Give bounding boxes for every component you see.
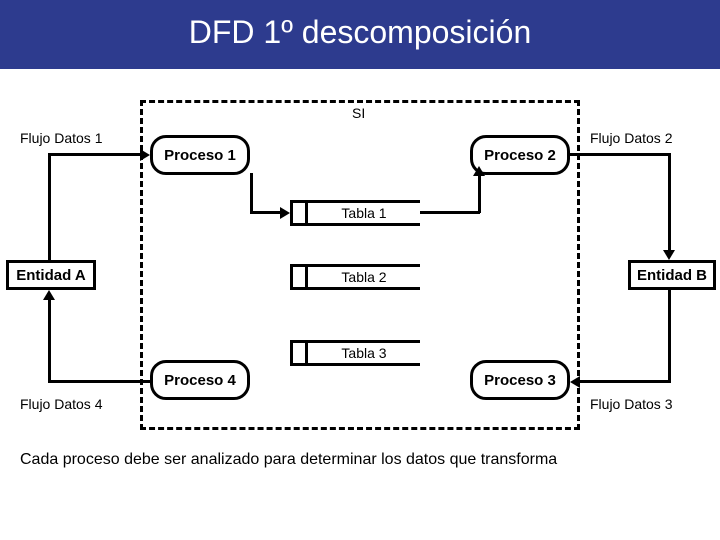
process-4: Proceso 4 xyxy=(150,360,250,400)
process-3: Proceso 3 xyxy=(470,360,570,400)
arrow-a-to-p1-v xyxy=(48,155,51,260)
arrow-a-to-p1-h xyxy=(48,153,140,156)
entity-a: Entidad A xyxy=(6,260,96,290)
diagram-canvas: SI Entidad A Entidad B Proceso 1 Proceso… xyxy=(0,80,720,500)
store-tabla-3: Tabla 3 xyxy=(290,340,420,366)
arrow-a-to-p1-head xyxy=(140,149,150,161)
store-tabla-2: Tabla 2 xyxy=(290,264,420,290)
arrow-t1-p2-h xyxy=(420,211,480,214)
arrow-p1-t1-head xyxy=(280,207,290,219)
arrow-t1-p2-head xyxy=(473,166,485,176)
process-2: Proceso 2 xyxy=(470,135,570,175)
arrow-t1-p2-v xyxy=(478,175,481,213)
flow-label-1: Flujo Datos 1 xyxy=(20,130,102,146)
arrow-b-to-p3-v xyxy=(668,290,671,382)
arrow-p2-to-b-v xyxy=(668,153,671,250)
flow-label-2: Flujo Datos 2 xyxy=(590,130,672,146)
arrow-p2-to-b-head xyxy=(663,250,675,260)
arrow-p1-t1-h xyxy=(250,211,280,214)
entity-b: Entidad B xyxy=(628,260,716,290)
flow-label-3: Flujo Datos 3 xyxy=(590,396,672,412)
arrow-p4-to-a-v xyxy=(48,300,51,382)
arrow-b-to-p3-h xyxy=(580,380,671,383)
arrow-p4-to-a-h xyxy=(48,380,150,383)
arrow-p2-to-b-h xyxy=(570,153,670,156)
slide-title: DFD 1º descomposición xyxy=(0,0,720,69)
process-1: Proceso 1 xyxy=(150,135,250,175)
arrow-b-to-p3-head xyxy=(570,376,580,388)
slide-caption: Cada proceso debe ser analizado para det… xyxy=(20,450,660,470)
store-tabla-1: Tabla 1 xyxy=(290,200,420,226)
arrow-p1-t1 xyxy=(250,173,253,213)
boundary-label: SI xyxy=(352,105,365,121)
flow-label-4: Flujo Datos 4 xyxy=(20,396,102,412)
arrow-p4-to-a-head xyxy=(43,290,55,300)
